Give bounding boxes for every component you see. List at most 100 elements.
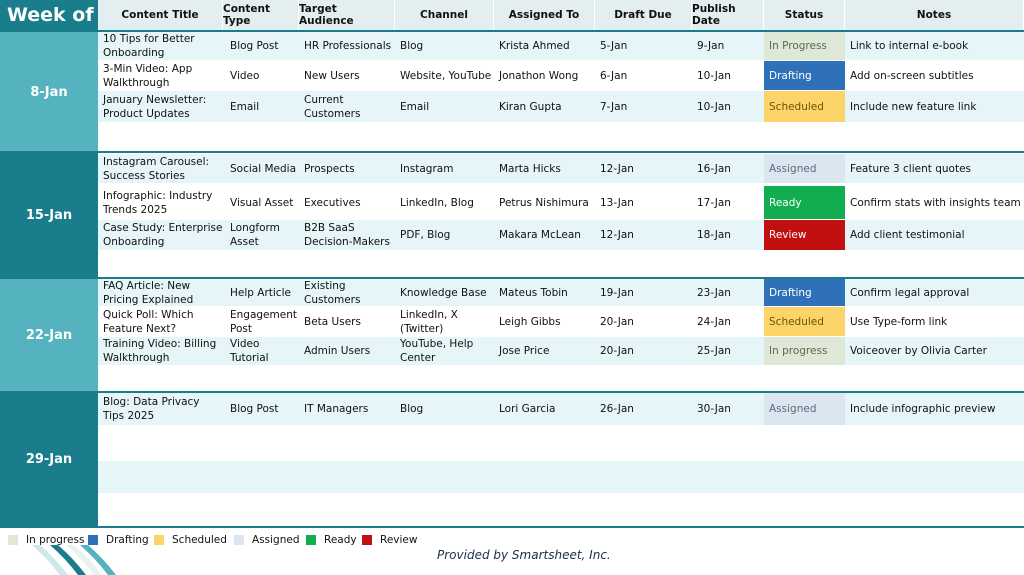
- cell-notes[interactable]: Use Type-form link: [850, 315, 948, 328]
- cell-draft[interactable]: 7-Jan: [600, 100, 628, 113]
- cell-audience[interactable]: Executives: [304, 196, 361, 209]
- column-header-assigned[interactable]: Assigned To: [494, 0, 595, 30]
- cell-type[interactable]: Help Article: [230, 286, 291, 299]
- cell-notes[interactable]: Feature 3 client quotes: [850, 162, 972, 175]
- cell-assigned[interactable]: Kiran Gupta: [499, 100, 562, 113]
- cell-draft[interactable]: 20-Jan: [600, 315, 634, 328]
- column-header-type[interactable]: Content Type: [223, 0, 299, 30]
- cell-audience[interactable]: New Users: [304, 69, 360, 82]
- column-header-audience[interactable]: Target Audience: [299, 0, 395, 30]
- cell-assigned[interactable]: Petrus Nishimura: [499, 196, 589, 209]
- cell-title[interactable]: Instagram Carousel: Success Stories: [103, 155, 210, 182]
- cell-type[interactable]: Video: [230, 69, 260, 82]
- column-header-status[interactable]: Status: [764, 0, 845, 30]
- cell-notes[interactable]: Confirm stats with insights team: [850, 196, 1021, 209]
- cell-assigned[interactable]: Marta Hicks: [499, 162, 561, 175]
- cell-channel[interactable]: Email: [400, 100, 430, 113]
- cell-audience[interactable]: Admin Users: [304, 345, 371, 357]
- cell-title[interactable]: Blog: Data Privacy Tips 2025: [103, 396, 200, 422]
- cell-type[interactable]: Visual Asset: [230, 196, 294, 209]
- cell-title[interactable]: January Newsletter: Product Updates: [103, 93, 207, 120]
- cell-channel[interactable]: Instagram: [400, 162, 454, 175]
- cell-audience[interactable]: Existing Customers: [304, 279, 361, 306]
- cell-audience[interactable]: IT Managers: [304, 403, 369, 415]
- cell-draft[interactable]: 20-Jan: [600, 345, 634, 357]
- cell-type[interactable]: Engagement Post: [230, 308, 297, 335]
- cell-audience[interactable]: Prospects: [304, 162, 355, 175]
- cell-draft[interactable]: 26-Jan: [600, 403, 634, 415]
- cell-publish[interactable]: 10-Jan: [697, 100, 731, 113]
- cell-title[interactable]: Infographic: Industry Trends 2025: [103, 189, 213, 216]
- cell-type[interactable]: Longform Asset: [230, 222, 280, 248]
- column-header-channel[interactable]: Channel: [395, 0, 494, 30]
- cell-assigned[interactable]: Leigh Gibbs: [499, 315, 561, 328]
- cell-type[interactable]: Blog Post: [230, 40, 279, 52]
- cell-notes[interactable]: Voiceover by Olivia Carter: [850, 345, 987, 357]
- cell-assigned[interactable]: Makara McLean: [499, 229, 581, 241]
- cell-assigned[interactable]: Jonathon Wong: [499, 69, 579, 82]
- cell-publish[interactable]: 25-Jan: [697, 345, 731, 357]
- column-header-publish[interactable]: Publish Date: [692, 0, 764, 30]
- cell-type[interactable]: Social Media: [230, 162, 297, 175]
- cell-channel[interactable]: Blog: [400, 403, 424, 415]
- cell-notes[interactable]: Include new feature link: [850, 100, 977, 113]
- status-badge[interactable]: Review: [764, 220, 845, 250]
- column-header-title[interactable]: Content Title: [98, 0, 223, 30]
- cell-channel[interactable]: Website, YouTube: [400, 69, 492, 82]
- cell-audience[interactable]: B2B SaaS Decision-Makers: [304, 222, 390, 248]
- table-row: [98, 186, 1024, 219]
- cell-type[interactable]: Blog Post: [230, 403, 279, 415]
- cell-notes[interactable]: Confirm legal approval: [850, 286, 970, 299]
- cell-draft[interactable]: 12-Jan: [600, 229, 634, 241]
- cell-notes[interactable]: Add on-screen subtitles: [850, 69, 974, 82]
- cell-title[interactable]: 3-Min Video: App Walkthrough: [103, 62, 193, 89]
- cell-audience[interactable]: HR Professionals: [304, 40, 392, 52]
- status-badge[interactable]: Assigned: [764, 154, 845, 183]
- cell-publish[interactable]: 30-Jan: [697, 403, 731, 415]
- column-header-draft[interactable]: Draft Due: [595, 0, 692, 30]
- cell-title[interactable]: FAQ Article: New Pricing Explained: [103, 279, 194, 306]
- cell-draft[interactable]: 13-Jan: [600, 196, 634, 209]
- status-badge[interactable]: Scheduled: [764, 307, 845, 336]
- cell-title[interactable]: Training Video: Billing Walkthrough: [103, 338, 217, 364]
- cell-draft[interactable]: 5-Jan: [600, 40, 628, 52]
- cell-channel[interactable]: PDF, Blog: [400, 229, 451, 241]
- cell-type[interactable]: Video Tutorial: [230, 338, 269, 364]
- cell-draft[interactable]: 19-Jan: [600, 286, 634, 299]
- cell-publish[interactable]: 10-Jan: [697, 69, 731, 82]
- cell-publish[interactable]: 23-Jan: [697, 286, 731, 299]
- cell-channel[interactable]: Knowledge Base: [400, 286, 487, 299]
- cell-notes[interactable]: Add client testimonial: [850, 229, 965, 241]
- cell-audience[interactable]: Beta Users: [304, 315, 361, 328]
- status-badge[interactable]: Drafting: [764, 61, 845, 90]
- cell-draft[interactable]: 6-Jan: [600, 69, 628, 82]
- cell-publish[interactable]: 24-Jan: [697, 315, 731, 328]
- cell-publish[interactable]: 16-Jan: [697, 162, 731, 175]
- status-badge[interactable]: In Progress: [764, 32, 845, 60]
- cell-assigned[interactable]: Lori Garcia: [499, 403, 556, 415]
- status-badge[interactable]: Scheduled: [764, 91, 845, 122]
- cell-notes[interactable]: Include infographic preview: [850, 403, 996, 415]
- column-header-notes[interactable]: Notes: [845, 0, 1024, 30]
- cell-channel[interactable]: YouTube, Help Center: [400, 338, 474, 364]
- cell-title[interactable]: Quick Poll: Which Feature Next?: [103, 308, 194, 335]
- cell-publish[interactable]: 18-Jan: [697, 229, 731, 241]
- cell-type[interactable]: Email: [230, 100, 260, 113]
- cell-notes[interactable]: Link to internal e-book: [850, 40, 969, 52]
- cell-title[interactable]: 10 Tips for Better Onboarding: [103, 33, 195, 59]
- cell-draft[interactable]: 12-Jan: [600, 162, 634, 175]
- status-badge[interactable]: In progress: [764, 337, 845, 365]
- cell-publish[interactable]: 17-Jan: [697, 196, 731, 209]
- cell-assigned[interactable]: Jose Price: [499, 345, 550, 357]
- cell-channel[interactable]: LinkedIn, Blog: [400, 196, 474, 209]
- cell-channel[interactable]: Blog: [400, 40, 424, 52]
- cell-assigned[interactable]: Krista Ahmed: [499, 40, 570, 52]
- cell-title[interactable]: Case Study: Enterprise Onboarding: [103, 222, 223, 248]
- status-badge[interactable]: Assigned: [764, 393, 845, 425]
- cell-channel[interactable]: LinkedIn, X (Twitter): [400, 308, 458, 335]
- cell-publish[interactable]: 9-Jan: [697, 40, 725, 52]
- status-badge[interactable]: Ready: [764, 186, 845, 219]
- cell-assigned[interactable]: Mateus Tobin: [499, 286, 568, 299]
- cell-audience[interactable]: Current Customers: [304, 93, 361, 120]
- status-badge[interactable]: Drafting: [764, 279, 845, 306]
